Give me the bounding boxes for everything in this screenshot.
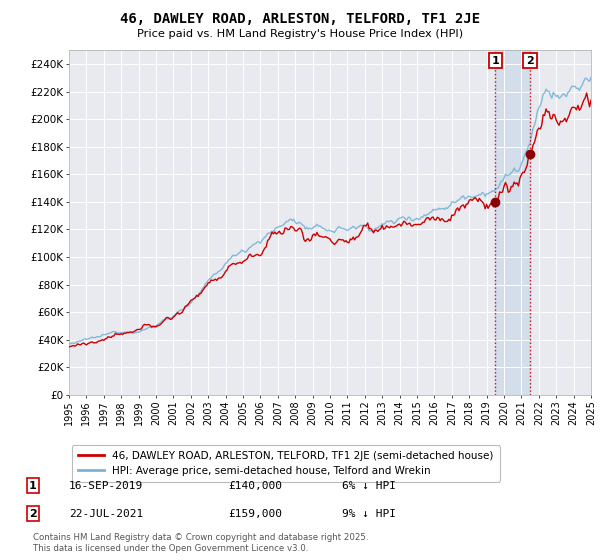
Text: 1: 1 — [491, 55, 499, 66]
Text: 16-SEP-2019: 16-SEP-2019 — [69, 480, 143, 491]
Text: Contains HM Land Registry data © Crown copyright and database right 2025.
This d: Contains HM Land Registry data © Crown c… — [33, 533, 368, 553]
Text: 9% ↓ HPI: 9% ↓ HPI — [342, 508, 396, 519]
Text: Price paid vs. HM Land Registry's House Price Index (HPI): Price paid vs. HM Land Registry's House … — [137, 29, 463, 39]
Text: 1: 1 — [29, 480, 37, 491]
Text: £159,000: £159,000 — [228, 508, 282, 519]
Bar — [496, 50, 530, 395]
Text: 2: 2 — [29, 508, 37, 519]
Text: £140,000: £140,000 — [228, 480, 282, 491]
Text: 2: 2 — [526, 55, 534, 66]
Legend: 46, DAWLEY ROAD, ARLESTON, TELFORD, TF1 2JE (semi-detached house), HPI: Average : 46, DAWLEY ROAD, ARLESTON, TELFORD, TF1 … — [71, 445, 500, 482]
Text: 46, DAWLEY ROAD, ARLESTON, TELFORD, TF1 2JE: 46, DAWLEY ROAD, ARLESTON, TELFORD, TF1 … — [120, 12, 480, 26]
Text: 6% ↓ HPI: 6% ↓ HPI — [342, 480, 396, 491]
Text: 22-JUL-2021: 22-JUL-2021 — [69, 508, 143, 519]
